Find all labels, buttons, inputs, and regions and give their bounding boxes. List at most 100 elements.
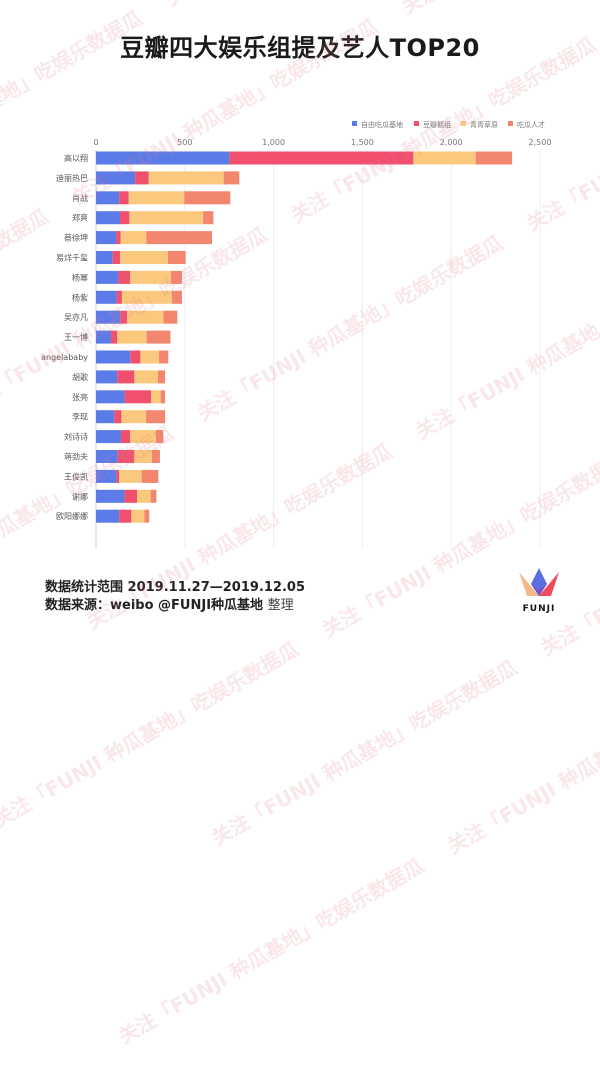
bar-segment (124, 390, 152, 404)
bar-segment (114, 410, 122, 424)
bar-segment (475, 151, 513, 165)
legend-swatch (414, 121, 419, 126)
legend-label: 吃瓜人才 (517, 120, 545, 129)
bar-segment (118, 270, 131, 284)
category-label: 迪丽热巴 (56, 173, 88, 183)
bar-segment (96, 469, 117, 483)
category-label: 张亮 (72, 392, 88, 402)
source-text: 数据来源：weibo @FUNJI种瓜基地 整理 (45, 594, 294, 613)
source-label: 数据来源：weibo @FUNJI种瓜基地 (45, 598, 264, 613)
bar-segment (131, 509, 145, 523)
bar-segment (128, 191, 185, 205)
bar-segment (151, 450, 160, 463)
bar-segment (167, 251, 186, 264)
category-label: 郑爽 (72, 213, 88, 223)
category-label: 胡歌 (72, 372, 88, 382)
bar-segment (223, 171, 240, 185)
bar-segment (119, 469, 142, 483)
bar-segment (96, 290, 117, 304)
bar-segment (96, 390, 125, 404)
bar-segment (134, 370, 158, 384)
bar-segment (96, 330, 111, 344)
category-label: 谢娜 (72, 491, 88, 501)
bar-segment (170, 270, 182, 284)
stacked-bar-chart: 0 500 1,000 1,500 2,000 2,500 自由吃瓜基地 豆瓣鹅组 青青草原 吃瓜… (41, 120, 552, 548)
logo-text: FUNJI (522, 604, 556, 614)
bar-segment (120, 231, 147, 245)
bar-segment (172, 290, 182, 304)
category-label: 杨紫 (72, 292, 88, 302)
chart-title: 豆瓣四大娱乐组提及艺人TOP20 (120, 34, 480, 62)
bar-segment (120, 310, 128, 324)
bar-segment (184, 191, 231, 205)
bar-segment (119, 191, 129, 205)
bar-segment (96, 430, 122, 444)
bar-segment (96, 211, 120, 225)
bar-segment (121, 410, 147, 424)
bar-segment (124, 489, 138, 503)
bar-segment (163, 310, 178, 324)
category-label: 欧阳娜娜 (56, 511, 88, 521)
bar-segment (96, 151, 230, 165)
bar-segment (96, 370, 118, 384)
bar-segment (160, 390, 166, 404)
bar-segment (119, 211, 130, 225)
source-suffix: 整理 (267, 598, 294, 613)
x-tick-label: 1,000 (262, 138, 285, 147)
funji-logo: FUNJI (517, 566, 561, 614)
bar-segment (96, 489, 125, 503)
bar-segment (112, 251, 120, 264)
funji-logo-icon (519, 568, 559, 596)
category-label: angelababy (41, 353, 88, 362)
category-label: 蒋劲夫 (64, 452, 88, 462)
x-tick-label: 500 (177, 138, 192, 147)
legend-label: 青青草原 (470, 120, 498, 129)
date-range-text: 数据统计范围 2019.11.27—2019.12.05 (45, 580, 306, 595)
bar-segment (116, 469, 120, 483)
bar-segment (140, 350, 160, 364)
bar-segment (137, 489, 151, 503)
bar-segment (203, 211, 214, 225)
x-tick-label: 2,500 (529, 138, 552, 147)
bar-segment (117, 370, 135, 384)
category-label: 肖战 (72, 193, 88, 203)
bar-segment (146, 231, 212, 245)
bar-segment (110, 330, 118, 344)
category-label: 高以翔 (64, 153, 88, 163)
bar-segment (156, 430, 164, 444)
bar-segment (96, 251, 113, 264)
legend-swatch (461, 121, 466, 126)
legend-label: 豆瓣鹅组 (423, 120, 451, 129)
bar-segment (117, 450, 135, 463)
category-label: 杨幂 (72, 272, 88, 282)
x-tick-label: 2,000 (440, 138, 463, 147)
bar-segment (159, 350, 169, 364)
bar-segment (96, 171, 136, 185)
bar-segment (130, 430, 157, 444)
bar-segment (96, 310, 121, 324)
category-label: 李现 (72, 412, 88, 422)
bar-segment (135, 171, 149, 185)
bar-segment (148, 171, 224, 185)
category-label: 王俊凯 (64, 471, 88, 481)
bar-segment (96, 450, 118, 463)
bar-segment (121, 290, 173, 304)
bar-segment (413, 151, 476, 165)
watermark-text: 关注「FUNJI 种瓜基地」吃娱乐数据瓜 (0, 637, 303, 833)
x-tick-label: 1,500 (351, 138, 374, 147)
bar-segment (96, 350, 131, 364)
bar-segment (119, 251, 168, 264)
bar-segment (134, 450, 152, 463)
bar-segment (151, 390, 161, 404)
legend-swatch (508, 121, 513, 126)
x-tick-label: 0 (93, 138, 98, 147)
category-label: 蔡徐坤 (64, 233, 88, 243)
bar-segment (116, 231, 121, 245)
bar-segment (96, 270, 119, 284)
legend-swatch (352, 121, 357, 126)
bar-segment (146, 330, 171, 344)
category-label: 王一博 (64, 332, 88, 342)
bar-segment (117, 330, 147, 344)
bar-segment (96, 191, 120, 205)
bar-segment (96, 509, 120, 523)
